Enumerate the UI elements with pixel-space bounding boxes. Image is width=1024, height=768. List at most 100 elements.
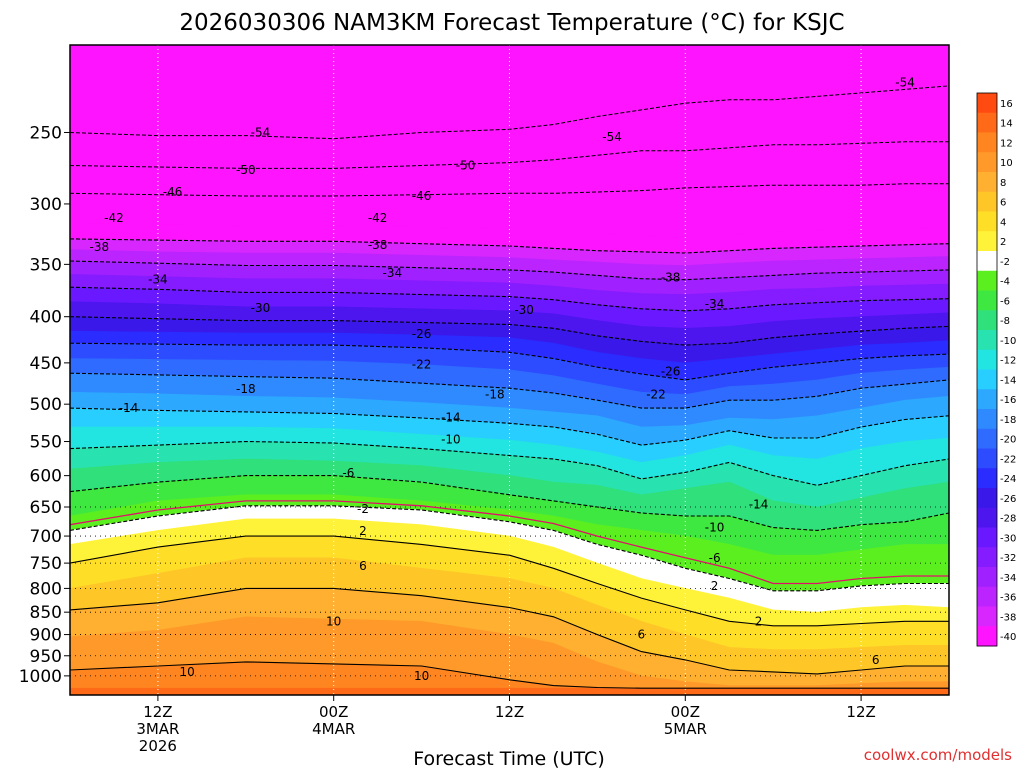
- contour-label: -30: [251, 301, 271, 315]
- colorbar-swatch: [977, 93, 997, 114]
- colorbar-tick-label: -8: [1000, 316, 1010, 327]
- colorbar-swatch: [977, 547, 997, 568]
- isotherm-contour: [70, 535, 949, 627]
- colorbar-swatch: [977, 330, 997, 351]
- x-tick-label: 12Z: [143, 703, 172, 721]
- contour-label: 2: [755, 614, 763, 628]
- contour-label: -18: [485, 388, 505, 402]
- contour-label: 10: [326, 614, 341, 628]
- y-tick-label: 600: [30, 467, 62, 487]
- colorbar-tick-label: 12: [1000, 138, 1013, 149]
- contour-label: -34: [148, 273, 168, 287]
- contour-label: 6: [359, 559, 367, 573]
- contour-label: -54: [895, 75, 915, 89]
- isotherm-contour: [70, 286, 949, 312]
- x-tick-label: 00Z: [319, 703, 348, 721]
- colorbar-swatch: [977, 586, 997, 607]
- isotherm-contour: [70, 372, 949, 409]
- colorbar-swatch: [977, 409, 997, 430]
- contour-label: -42: [368, 211, 388, 225]
- colorbar-tick-label: -16: [1000, 395, 1016, 406]
- colorbar-swatch: [977, 626, 997, 647]
- y-tick-label: 700: [30, 527, 62, 547]
- contour-label: -54: [602, 130, 622, 144]
- contour-label: 10: [414, 669, 429, 683]
- colorbar-swatch: [977, 606, 997, 627]
- colorbar-swatch: [977, 290, 997, 311]
- contour-label: -34: [382, 266, 402, 280]
- contour-label: 6: [638, 628, 646, 642]
- contour-label: -22: [646, 388, 666, 402]
- contour-label: -42: [104, 211, 124, 225]
- contour-label: -6: [709, 551, 721, 565]
- y-tick-label: 1000: [19, 667, 62, 687]
- isotherm-contour: [70, 342, 949, 381]
- colorbar-tick-label: 16: [1000, 99, 1013, 110]
- colorbar-swatch: [977, 448, 997, 469]
- colorbar-swatch: [977, 211, 997, 232]
- colorbar-swatch: [977, 172, 997, 193]
- y-tick-label: 950: [30, 647, 62, 667]
- contour-label: -14: [119, 401, 139, 415]
- y-tick-label: 500: [30, 395, 62, 415]
- colorbar-tick-label: -26: [1000, 494, 1016, 505]
- contour-label: 2: [711, 579, 719, 593]
- isotherm-contour: [70, 183, 949, 197]
- contour-label: -26: [661, 364, 681, 378]
- contour-label: -14: [749, 498, 769, 512]
- contour-label: -38: [661, 271, 681, 285]
- colorbar-tick-label: -40: [1000, 632, 1016, 643]
- x-tick-label: 4MAR: [312, 720, 355, 738]
- colorbar-tick-label: 14: [1000, 119, 1013, 130]
- contour-label: -10: [441, 432, 461, 446]
- y-tick-label: 300: [30, 195, 62, 215]
- y-tick-label: 450: [30, 354, 62, 374]
- colorbar-tick-label: -18: [1000, 415, 1016, 426]
- colorbar-swatch: [977, 132, 997, 153]
- colorbar-swatch: [977, 310, 997, 331]
- contour-label: -46: [163, 185, 183, 199]
- colorbar-tick-label: 10: [1000, 158, 1013, 169]
- colorbar-swatch: [977, 112, 997, 133]
- contour-label: -46: [412, 189, 432, 203]
- colorbar-frame: [976, 92, 998, 647]
- y-tick-label: 750: [30, 554, 62, 574]
- colorbar-swatch: [977, 389, 997, 410]
- colorbar-tick-label: 6: [1000, 198, 1006, 209]
- contour-label: -22: [412, 358, 432, 372]
- colorbar-swatch: [977, 251, 997, 272]
- colorbar-tick-label: -30: [1000, 533, 1016, 544]
- colorbar-tick-label: 8: [1000, 178, 1006, 189]
- y-tick-label: 550: [30, 433, 62, 453]
- contour-label: -14: [441, 410, 461, 424]
- isotherm-contour: [70, 440, 949, 486]
- isotherm-contour: [70, 587, 949, 675]
- y-tick-label: 350: [30, 255, 62, 275]
- plot-area: -54 -54 -54 -50 -50 -46 -46 -42 -42 -38 -38 -38 -34 -…: [70, 45, 949, 695]
- isotherm-contour: [70, 238, 949, 254]
- colorbar-swatch: [977, 152, 997, 173]
- x-tick-label: 3MAR: [136, 720, 179, 738]
- colorbar-swatch: [977, 369, 997, 390]
- colorbar-tick-label: -2: [1000, 257, 1010, 268]
- contour-label: -50: [456, 159, 476, 173]
- isotherm-contour: [70, 407, 949, 446]
- contour-label: -18: [236, 382, 256, 396]
- y-tick-label: 650: [30, 498, 62, 518]
- contour-label: -30: [514, 303, 534, 317]
- contour-label: 10: [180, 665, 195, 679]
- colorbar-swatch: [977, 428, 997, 449]
- colorbar-tick-label: -28: [1000, 514, 1016, 525]
- contour-label: -38: [89, 240, 109, 254]
- colorbar-swatch: [977, 527, 997, 548]
- colorbar-swatch: [977, 507, 997, 528]
- colorbar-tick-label: 4: [1000, 217, 1006, 228]
- colorbar-tick-label: -36: [1000, 593, 1016, 604]
- credit-text: coolwx.com/models: [864, 746, 1012, 764]
- y-tick-label: 400: [30, 308, 62, 328]
- colorbar-tick-label: -24: [1000, 474, 1016, 485]
- isotherm-contour: [70, 505, 949, 592]
- x-tick-label: 5MAR: [664, 720, 707, 738]
- contour-label: 2: [359, 524, 367, 538]
- colorbar-tick-label: -4: [1000, 277, 1010, 288]
